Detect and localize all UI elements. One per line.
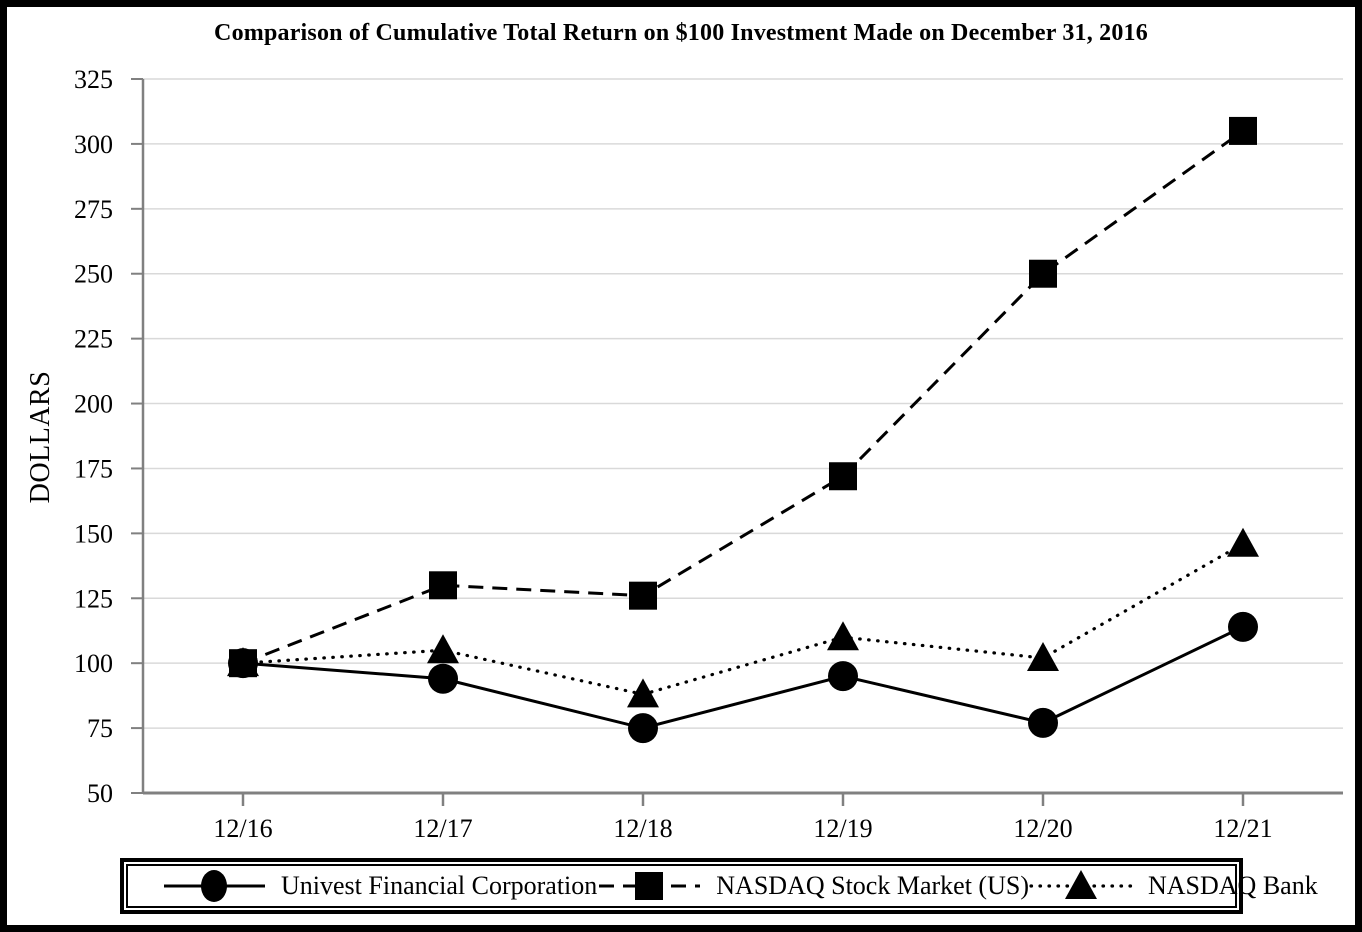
y-tick-label: 225	[74, 325, 113, 354]
chart-title: Comparison of Cumulative Total Return on…	[214, 20, 1148, 46]
legend-label: Univest Financial Corporation	[281, 871, 598, 900]
y-tick-label: 300	[74, 130, 113, 159]
marker-triangle-icon	[1227, 527, 1259, 557]
legend-box: Univest Financial Corporation NASDAQ Stoc…	[120, 858, 1318, 914]
legend-square-marker-icon	[635, 872, 664, 900]
x-tick-label: 12/20	[1013, 814, 1072, 843]
legend-dotted-line-triangle-icon	[1029, 870, 1134, 899]
marker-square-icon	[829, 462, 857, 491]
marker-square-icon	[429, 571, 457, 600]
y-tick-label: 275	[74, 195, 113, 224]
x-tick-label: 12/17	[413, 814, 472, 843]
marker-triangle-icon	[427, 634, 459, 664]
series-line-1	[242, 129, 1244, 665]
y-tick-label: 325	[74, 65, 113, 94]
marker-square-icon	[1029, 259, 1057, 288]
y-tick-label: 150	[74, 519, 113, 548]
y-tick-label: 200	[74, 390, 113, 419]
marker-circle-icon	[1028, 707, 1058, 738]
marker-square-icon	[629, 581, 657, 610]
x-tick-label: 12/19	[813, 814, 872, 843]
series-line-2	[241, 542, 1245, 696]
marker-triangle-icon	[1027, 641, 1059, 671]
marker-triangle-icon	[627, 678, 659, 708]
y-tick-label: 125	[74, 584, 113, 613]
legend-item-0: Univest Financial Corporation	[162, 868, 597, 904]
legend-circle-marker-icon	[201, 870, 227, 902]
legend-solid-line-circle-icon	[164, 870, 265, 902]
legend-item-1: NASDAQ Stock Market (US)	[597, 868, 1029, 904]
legend: Univest Financial Corporation NASDAQ Stoc…	[126, 864, 1318, 908]
y-tick-label: 250	[74, 260, 113, 289]
legend-label: NASDAQ Stock Market (US)	[716, 871, 1029, 900]
legend-triangle-marker-icon	[1064, 870, 1097, 899]
legend-item-2: NASDAQ Bank	[1029, 868, 1318, 904]
marker-circle-icon	[428, 663, 458, 694]
y-tick-label: 100	[74, 649, 113, 678]
marker-circle-icon	[628, 713, 658, 744]
legend-label: NASDAQ Bank	[1147, 871, 1318, 900]
marker-circle-icon	[1228, 611, 1258, 642]
legend-dashed-line-square-icon	[599, 872, 701, 900]
x-tick-label: 12/18	[613, 814, 672, 843]
y-tick-label: 175	[74, 454, 113, 483]
marker-triangle-icon	[827, 621, 859, 651]
marker-square-icon	[1229, 116, 1257, 145]
y-tick-label: 75	[87, 714, 113, 743]
x-tick-label: 12/16	[213, 814, 272, 843]
y-tick-label: 50	[87, 779, 113, 808]
marker-circle-icon	[828, 661, 858, 692]
marker-square-icon	[229, 649, 257, 678]
x-tick-label: 12/21	[1213, 814, 1272, 843]
series-line-0	[242, 625, 1244, 730]
plot-area: 50 75 100 125 150 175 200 225 250 275 300 325 12/16 1…	[74, 65, 1343, 843]
